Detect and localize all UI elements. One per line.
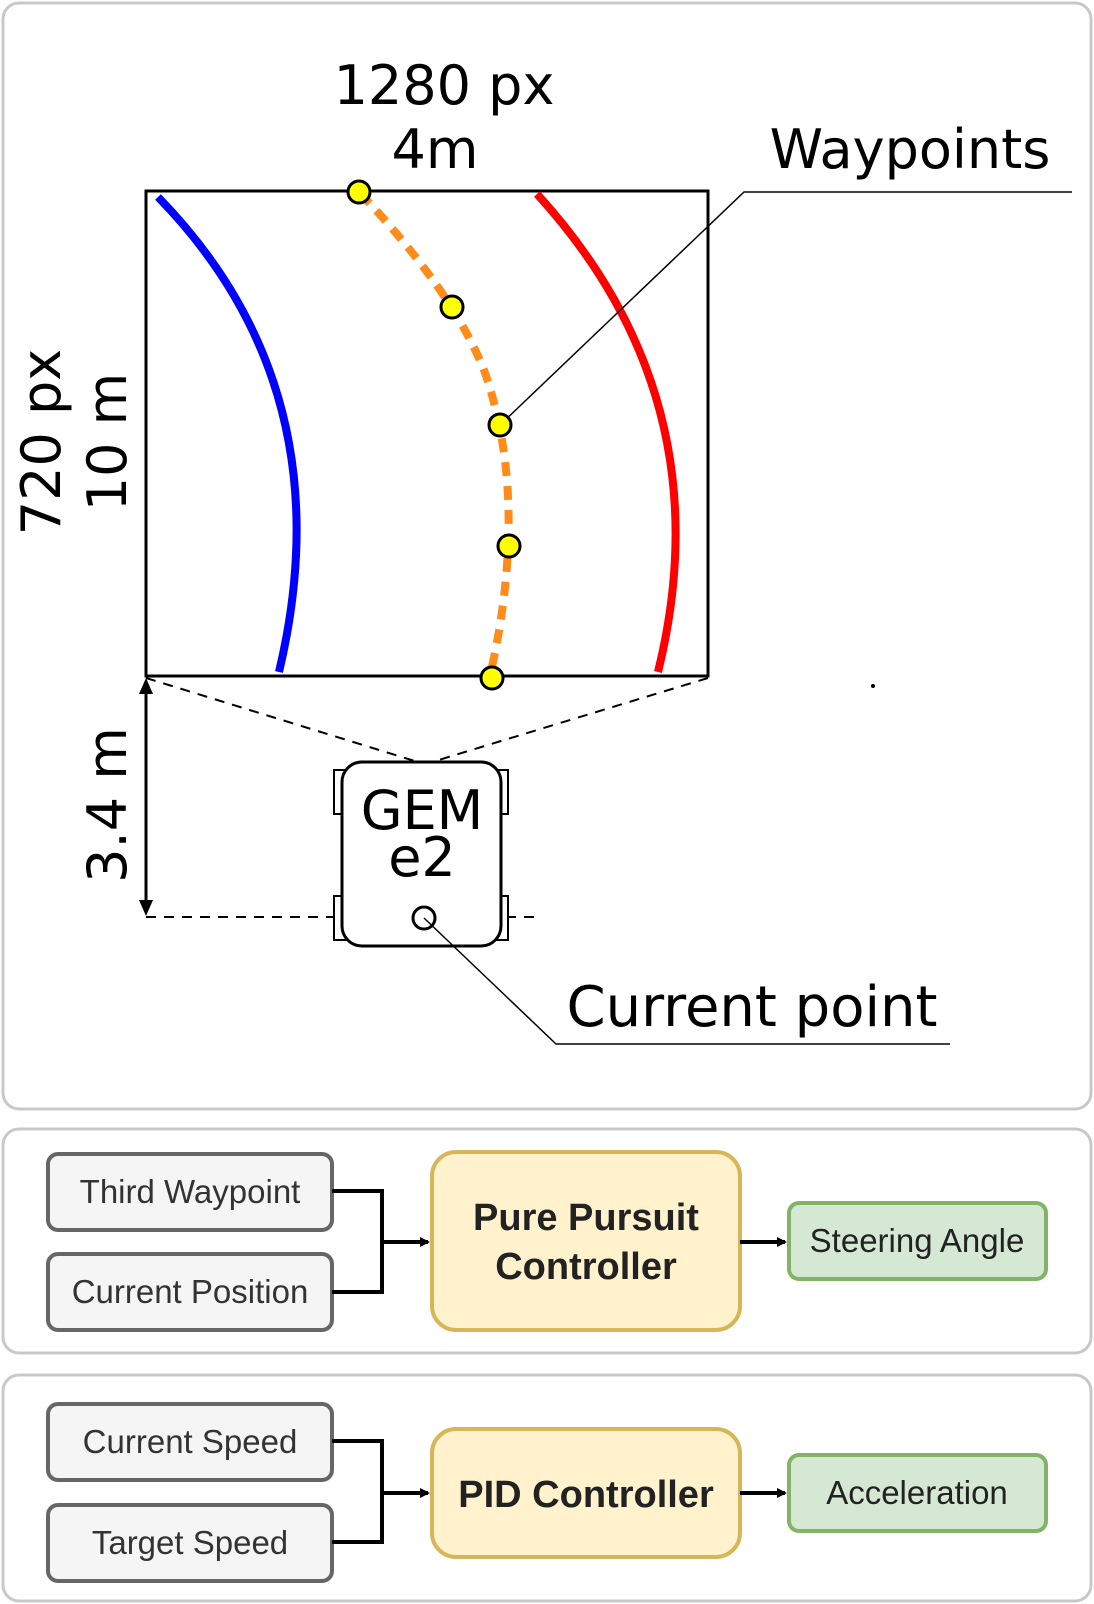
steering-angle-box <box>787 1201 1048 1281</box>
vehicle-model-line1: GEM <box>361 779 484 842</box>
waypoint-3 <box>487 412 513 438</box>
left-lane-line <box>155 194 301 673</box>
current-point-label: Current point <box>567 975 938 1040</box>
right-lane-line <box>534 191 680 673</box>
distance-arrow-head-bottom <box>139 900 153 916</box>
fov-right-line <box>431 677 709 763</box>
waypoints-label: Waypoints <box>770 118 1051 181</box>
pure-pursuit-text-line1: Pure Pursuit <box>473 1197 699 1239</box>
pid-controller-text: PID Controller <box>458 1474 714 1516</box>
current-point-leader-line <box>423 917 950 1045</box>
stray-dot <box>871 684 875 688</box>
current-speed-text: Current Speed <box>83 1423 298 1460</box>
diagram-panel <box>1 1 1093 1111</box>
vehicle: GEM e2 <box>333 760 509 948</box>
current-position-text: Current Position <box>72 1273 309 1310</box>
distance-label: 3.4 m <box>76 727 139 883</box>
waypoint-5 <box>479 665 505 691</box>
image-height-label: 720 px <box>10 349 73 535</box>
planned-path <box>357 190 513 677</box>
camera-frame <box>144 189 710 678</box>
third-waypoint-text: Third Waypoint <box>80 1173 301 1210</box>
steering-angle-text: Steering Angle <box>810 1222 1025 1259</box>
waypoint-4 <box>496 533 522 559</box>
distance-arrow-head-top <box>139 678 153 694</box>
waypoint-2 <box>439 294 465 320</box>
waypoints-leader-line <box>499 191 1072 426</box>
fov-left-line <box>145 677 419 763</box>
vehicle-model-line2: e2 <box>388 826 456 889</box>
image-width-meters: 4m <box>392 118 479 181</box>
acceleration-box <box>787 1453 1048 1533</box>
acceleration-text: Acceleration <box>826 1474 1008 1511</box>
waypoint-1 <box>346 179 372 205</box>
pure-pursuit-box <box>430 1150 742 1332</box>
pure-pursuit-text-line2: Controller <box>495 1246 677 1288</box>
image-height-meters: 10 m <box>76 373 139 511</box>
vehicle-body <box>340 760 503 948</box>
image-width-label: 1280 px <box>334 54 555 117</box>
target-speed-text: Target Speed <box>92 1524 288 1561</box>
